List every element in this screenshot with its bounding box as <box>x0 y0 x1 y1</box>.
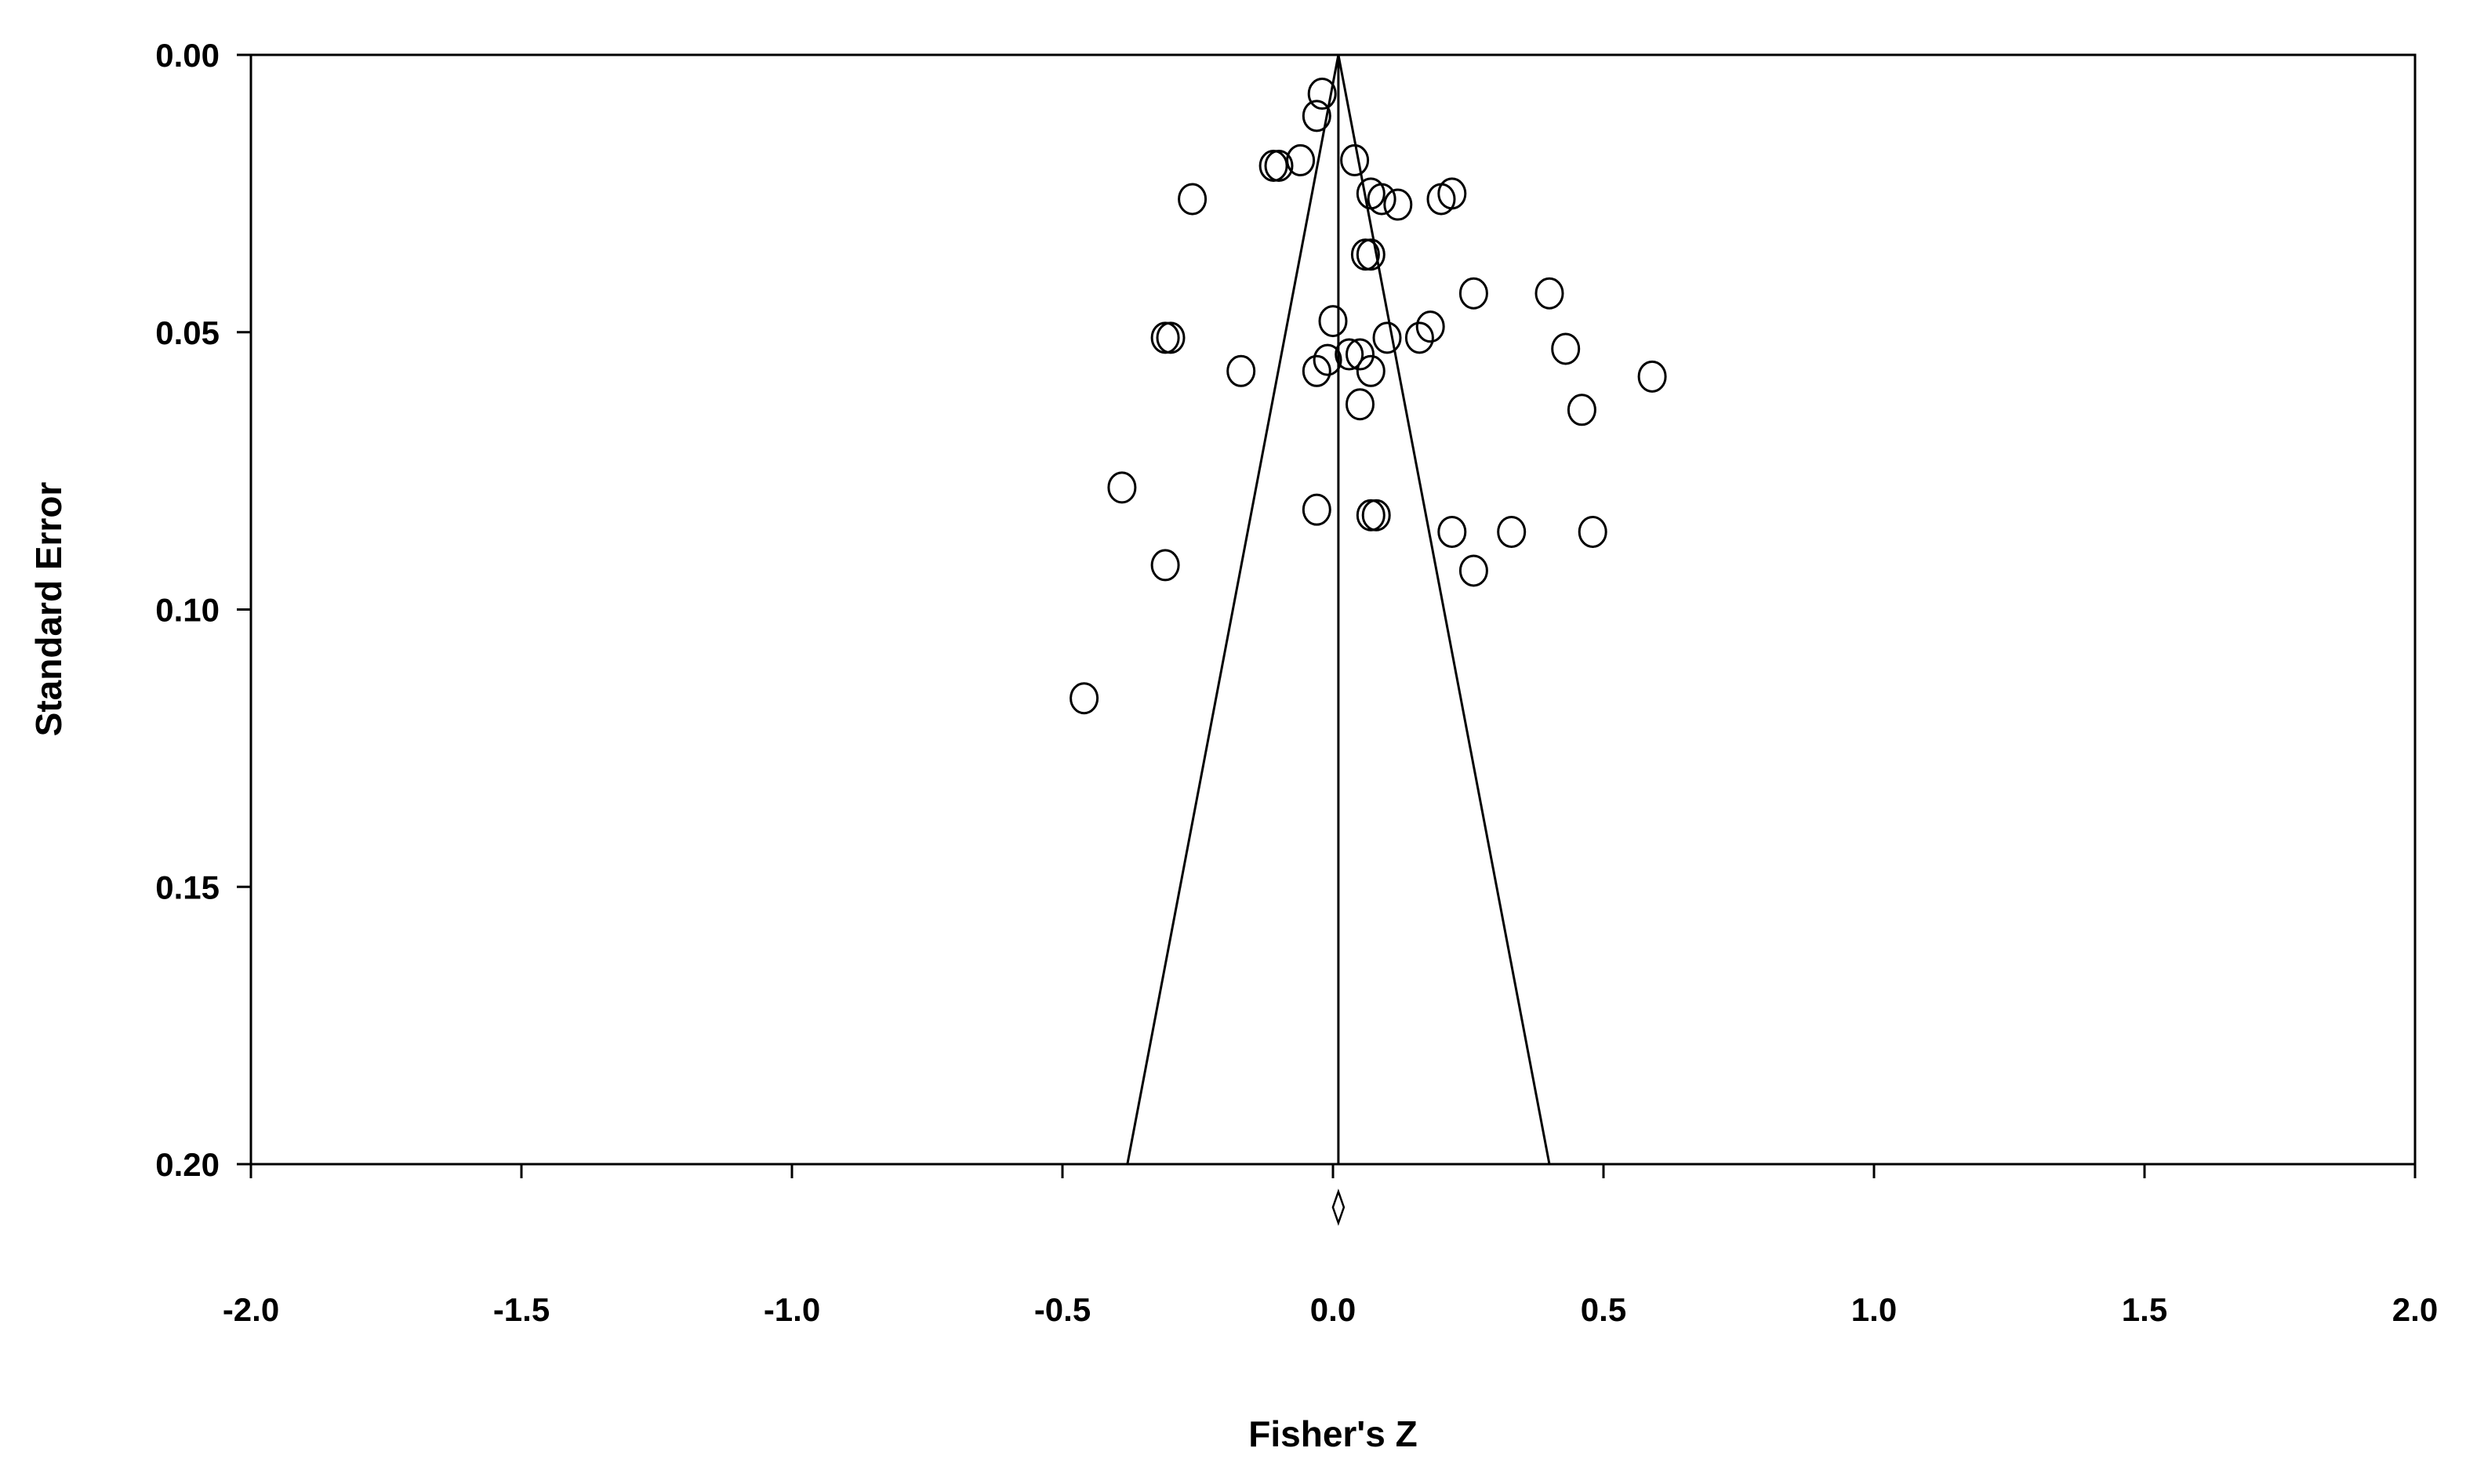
study-point <box>1497 515 1527 548</box>
funnel-lines <box>1126 54 1551 1165</box>
study-point <box>1346 338 1375 371</box>
study-point <box>1551 332 1581 365</box>
study-point <box>1335 338 1364 371</box>
study-point <box>1226 354 1256 387</box>
x-tick-label: 2.0 <box>2392 1291 2438 1328</box>
study-point <box>1318 305 1348 338</box>
x-tick-label: 0.0 <box>1310 1291 1356 1328</box>
plot-area <box>249 53 2417 1166</box>
study-point <box>1302 354 1331 387</box>
study-point <box>1404 321 1434 354</box>
x-tick-label: 1.5 <box>2122 1291 2167 1328</box>
y-tick-label: 0.15 <box>155 869 220 905</box>
funnel-left-line <box>1126 54 1340 1165</box>
study-point <box>1307 78 1337 111</box>
study-point <box>1437 515 1467 548</box>
study-point <box>1567 394 1596 426</box>
study-point <box>1383 188 1413 221</box>
study-point <box>1458 554 1488 587</box>
study-point <box>1178 183 1208 216</box>
study-point <box>1356 238 1386 271</box>
y-axis-ticks: 0.00 0.05 0.10 0.15 0.20 <box>155 37 251 1183</box>
study-point <box>1367 183 1396 216</box>
study-point <box>1070 682 1099 715</box>
funnel-right-line <box>1337 54 1551 1165</box>
study-point <box>1356 354 1386 387</box>
study-point <box>1156 321 1186 354</box>
study-point <box>1107 471 1137 504</box>
study-point <box>1313 343 1342 376</box>
study-point <box>1340 143 1370 176</box>
study-point <box>1637 360 1667 393</box>
summary-diamond <box>1331 1188 1346 1226</box>
study-point <box>1437 177 1467 210</box>
x-axis-ticks: -2.0 -1.5 -1.0 -0.5 0.0 0.5 1.0 1.5 2.0 <box>223 1164 2438 1328</box>
study-points <box>1070 78 1667 715</box>
study-point <box>1356 499 1386 532</box>
x-axis-title: Fisher's Z <box>1248 1413 1417 1454</box>
y-axis-title: Standard Error <box>28 482 69 737</box>
x-tick-label: -1.0 <box>764 1291 820 1328</box>
study-point <box>1458 277 1488 310</box>
study-point <box>1150 321 1180 354</box>
study-point <box>1534 277 1564 310</box>
x-tick-label: 0.5 <box>1581 1291 1626 1328</box>
y-tick-label: 0.20 <box>155 1146 220 1183</box>
study-point <box>1578 515 1607 548</box>
study-point <box>1346 388 1375 421</box>
study-point <box>1258 150 1288 182</box>
study-point <box>1350 238 1380 271</box>
study-point <box>1150 549 1180 582</box>
x-tick-label: -0.5 <box>1034 1291 1091 1328</box>
study-point <box>1302 493 1331 526</box>
x-tick-label: -1.5 <box>493 1291 550 1328</box>
y-tick-label: 0.00 <box>155 37 220 74</box>
study-point <box>1286 143 1316 176</box>
study-point <box>1361 499 1391 532</box>
study-point <box>1302 100 1331 132</box>
y-tick-label: 0.05 <box>155 314 220 351</box>
x-tick-label: 1.0 <box>1851 1291 1897 1328</box>
y-tick-label: 0.10 <box>155 592 220 629</box>
summary-marker-group <box>1331 1188 1346 1226</box>
study-point <box>1372 321 1402 354</box>
study-point <box>1415 310 1445 343</box>
x-tick-label: -2.0 <box>223 1291 279 1328</box>
